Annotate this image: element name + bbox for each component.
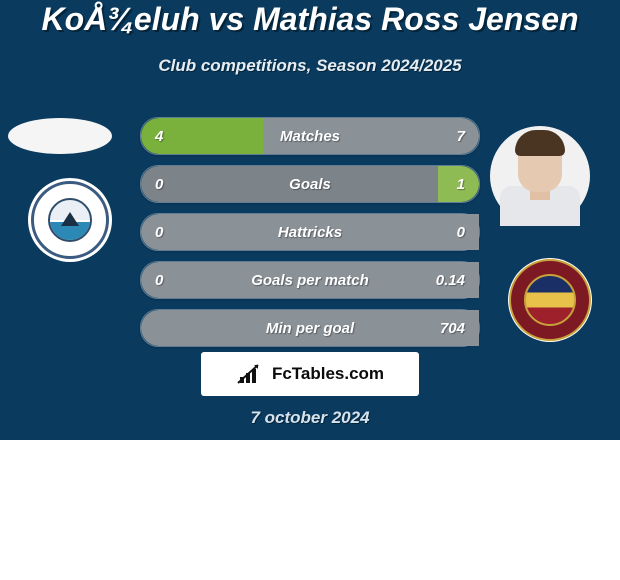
stat-row: 0 0 Hattricks: [140, 213, 480, 251]
headline: KoÅ¾eluh vs Mathias Ross Jensen: [0, 0, 620, 41]
stat-value-right: 1: [457, 166, 465, 202]
stat-value-right: 0.14: [436, 262, 465, 298]
club-left-badge: [28, 178, 112, 262]
stats-container: 4 7 Matches 0 1 Goals 0 0 Hattricks 0 0.14 Goals pe…: [140, 117, 480, 357]
sparta-crest-inner: [524, 274, 576, 326]
stat-value-left: 0: [155, 166, 163, 202]
subtitle: Club competitions, Season 2024/2025: [0, 56, 620, 76]
stat-value-right: 7: [457, 118, 465, 154]
stat-label: Goals: [289, 166, 331, 202]
stat-label: Hattricks: [278, 214, 342, 250]
stat-label: Goals per match: [251, 262, 369, 298]
stat-value-left: 4: [155, 118, 163, 154]
stat-row: 4 7 Matches: [140, 117, 480, 155]
brand-box: FcTables.com: [201, 352, 419, 396]
stat-row: 0 1 Goals: [140, 165, 480, 203]
sparta-crest-outer: [509, 259, 591, 341]
stat-value-left: 0: [155, 262, 163, 298]
stat-label: Min per goal: [266, 310, 354, 346]
player-left-avatar: [8, 118, 112, 154]
stat-value-right: 704: [440, 310, 465, 346]
brand-chart-icon: [236, 363, 264, 385]
date: 7 october 2024: [0, 408, 620, 428]
stat-value-right: 0: [457, 214, 465, 250]
player-right-avatar: [490, 126, 590, 226]
comparison-banner: KoÅ¾eluh vs Mathias Ross Jensen Club com…: [0, 0, 620, 440]
player-right-illustration: [490, 126, 590, 226]
slovan-crest-outer: [31, 181, 109, 259]
brand-text: FcTables.com: [272, 364, 384, 384]
stat-value-left: 0: [155, 214, 163, 250]
stat-label: Matches: [280, 118, 340, 154]
stat-row: 704 Min per goal: [140, 309, 480, 347]
slovan-crest-inner: [48, 198, 92, 242]
stat-row: 0 0.14 Goals per match: [140, 261, 480, 299]
club-right-badge: [508, 258, 592, 342]
